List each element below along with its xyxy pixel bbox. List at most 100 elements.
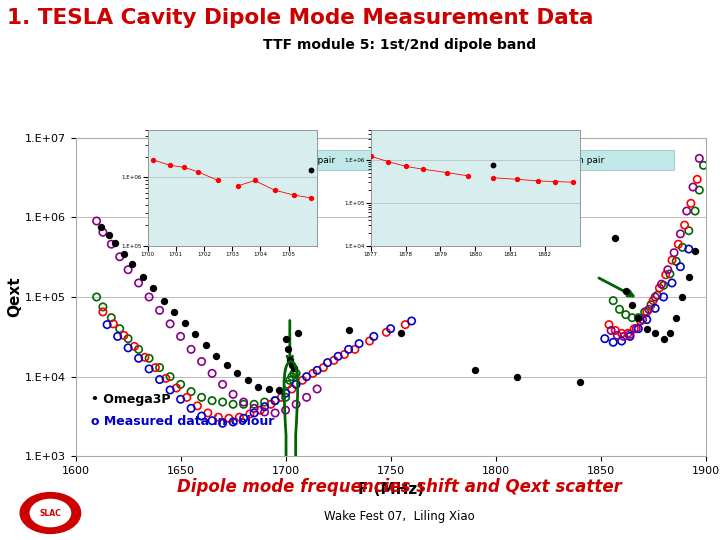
Point: [677, 293, 688, 301]
Point: [132, 345, 144, 354]
Point: [280, 406, 292, 414]
Point: [365, 152, 377, 160]
Point: [328, 356, 340, 364]
FancyBboxPatch shape: [160, 151, 433, 170]
Point: [635, 316, 647, 325]
Point: [668, 248, 680, 257]
Point: [610, 234, 621, 242]
Point: [364, 337, 375, 346]
Point: [649, 304, 661, 313]
Circle shape: [20, 492, 81, 534]
Point: [462, 172, 474, 180]
Point: [381, 328, 392, 336]
Point: [137, 272, 148, 281]
Point: [104, 231, 115, 239]
Point: [158, 296, 169, 305]
Point: [672, 240, 684, 248]
Point: [290, 369, 302, 377]
Point: [288, 369, 300, 377]
Point: [114, 252, 125, 261]
Point: [200, 341, 212, 349]
Point: [249, 176, 261, 185]
Text: TTF module 5: 1st/2nd dipole band: TTF module 5: 1st/2nd dipole band: [263, 38, 536, 52]
Y-axis label: Qext: Qext: [7, 276, 22, 318]
Point: [269, 186, 280, 194]
Point: [164, 161, 176, 170]
Point: [160, 374, 171, 383]
Point: [97, 302, 109, 311]
Point: [677, 243, 688, 252]
Point: [164, 320, 176, 328]
Point: [301, 393, 312, 402]
Point: [297, 376, 308, 384]
Point: [603, 320, 615, 329]
Point: [487, 173, 498, 182]
Point: [193, 167, 204, 176]
Point: [102, 320, 113, 329]
Point: [238, 400, 249, 409]
Point: [608, 338, 619, 347]
Point: [681, 207, 693, 215]
Point: [670, 257, 682, 266]
Text: 2nd band 8th pair: 2nd band 8th pair: [523, 156, 605, 165]
Point: [217, 419, 228, 428]
Point: [248, 400, 260, 409]
Point: [212, 413, 224, 422]
Point: [148, 156, 159, 164]
Point: [354, 339, 365, 348]
Point: [400, 162, 411, 171]
Point: [280, 334, 292, 343]
Point: [670, 313, 682, 322]
Point: [687, 183, 698, 191]
Point: [228, 417, 239, 426]
Point: [286, 361, 297, 369]
Point: [221, 361, 233, 369]
Point: [282, 345, 294, 354]
Point: [683, 272, 695, 281]
Point: [207, 416, 218, 425]
Point: [338, 350, 350, 359]
Point: [238, 398, 249, 407]
Point: [223, 414, 235, 423]
Point: [649, 329, 661, 338]
Point: [185, 345, 197, 354]
FancyBboxPatch shape: [454, 151, 674, 170]
Point: [95, 223, 107, 232]
Point: [633, 313, 644, 322]
Point: [122, 265, 134, 274]
Point: [654, 284, 665, 292]
Point: [154, 306, 166, 315]
Point: [114, 325, 125, 333]
Point: [626, 300, 638, 309]
Point: [305, 165, 317, 174]
Point: [343, 345, 354, 354]
Point: [487, 161, 498, 170]
Point: [185, 387, 197, 396]
Point: [175, 395, 186, 403]
Point: [284, 356, 295, 364]
Point: [658, 293, 670, 301]
Point: [662, 265, 673, 274]
Point: [207, 396, 218, 405]
Point: [269, 396, 281, 405]
Point: [175, 332, 186, 341]
Point: [510, 373, 522, 381]
Point: [664, 329, 675, 338]
Point: [658, 281, 670, 289]
Point: [244, 410, 256, 418]
Point: [290, 380, 302, 389]
Point: [689, 207, 701, 215]
Point: [280, 389, 292, 397]
Point: [633, 313, 644, 322]
Point: [132, 279, 144, 287]
Point: [608, 296, 619, 305]
Point: [91, 217, 102, 225]
Point: [622, 329, 634, 338]
Point: [343, 326, 354, 335]
Point: [613, 305, 625, 314]
Point: [106, 313, 117, 322]
Point: [511, 175, 523, 184]
Point: [691, 175, 703, 184]
Point: [311, 366, 323, 375]
Point: [118, 331, 130, 340]
